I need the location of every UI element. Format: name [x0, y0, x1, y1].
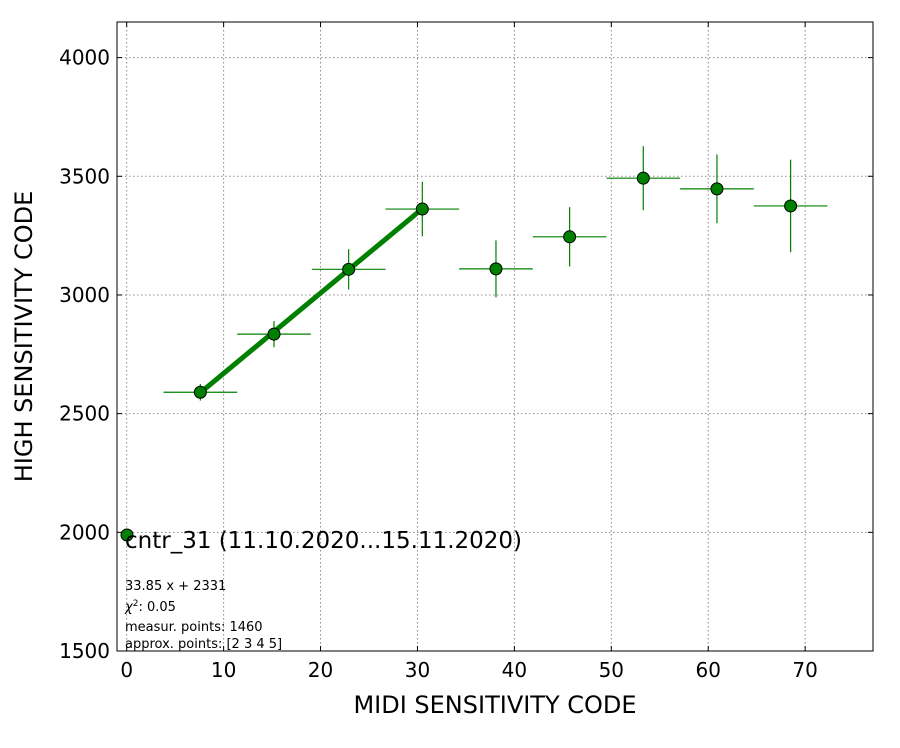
y-axis-label: HIGH SENSITIVITY CODE — [10, 191, 38, 483]
data-point-group — [163, 383, 238, 401]
data-point-group — [753, 159, 828, 253]
x-tick-label: 50 — [599, 658, 624, 682]
data-point — [193, 385, 207, 399]
x-axis-label: MIDI SENSITIVITY CODE — [353, 691, 636, 719]
y-tick-label: 4000 — [59, 46, 110, 70]
x-tick-label: 60 — [696, 658, 721, 682]
x-tick-label: 20 — [308, 658, 333, 682]
fit-line-layer — [198, 206, 424, 395]
data-point — [784, 199, 798, 213]
x-tick-label: 30 — [405, 658, 430, 682]
data-point — [489, 262, 503, 276]
data-point — [636, 171, 650, 185]
data-point-group — [606, 146, 681, 211]
annotation-chi-superscript: 2 — [133, 599, 139, 609]
data-point-group — [459, 240, 533, 298]
fit-line — [198, 206, 424, 395]
x-tick-label: 10 — [211, 658, 236, 682]
legend-label: cntr_31 (11.10.2020...15.11.2020) — [125, 528, 522, 554]
annotation-fit-equation: 33.85 x + 2331 — [125, 579, 226, 594]
data-point — [710, 182, 724, 196]
axis-ticks: 0 10 20 30 40 50 60 70 1500 2000 2500 3000 3500 4000 — [59, 22, 873, 682]
data-point-group — [385, 181, 460, 237]
data-point-group — [311, 249, 386, 290]
annotation-chi-value: : 0.05 — [138, 600, 175, 615]
annotation-chi-squared: χ2: 0.05 — [124, 599, 176, 615]
y-tick-label: 2000 — [59, 520, 110, 544]
y-tick-label: 3000 — [59, 283, 110, 307]
grid — [117, 22, 873, 652]
x-tick-label: 70 — [792, 658, 817, 682]
data-point — [342, 262, 356, 276]
data-points — [163, 146, 828, 401]
annotation-chi-symbol: χ — [124, 600, 134, 615]
y-tick-label: 2500 — [59, 402, 110, 426]
x-tick-label: 40 — [502, 658, 527, 682]
data-point-group — [532, 207, 607, 267]
annotation-approx-points: approx. points: [2 3 4 5] — [125, 637, 282, 652]
data-point-group — [237, 321, 311, 348]
data-point-group — [680, 154, 754, 224]
plot-frame — [116, 21, 874, 652]
data-point — [415, 202, 429, 216]
data-point — [267, 327, 281, 341]
x-tick-label: 0 — [120, 658, 133, 682]
y-tick-label: 1500 — [59, 639, 110, 663]
legend-marker — [120, 528, 134, 542]
annotation-measured-points: measur. points: 1460 — [125, 620, 263, 635]
data-point — [563, 230, 577, 244]
y-tick-label: 3500 — [59, 164, 110, 188]
